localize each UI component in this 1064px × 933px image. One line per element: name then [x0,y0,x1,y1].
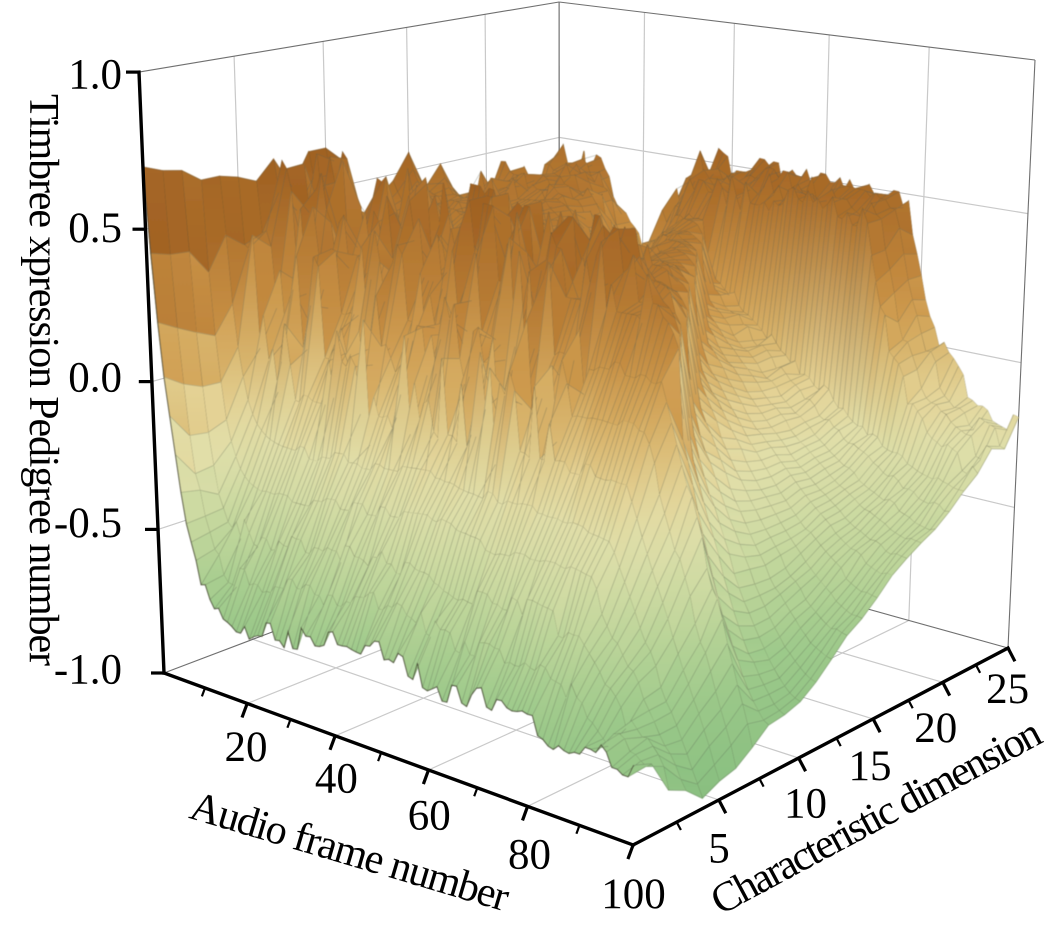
svg-text:-1.0: -1.0 [54,647,122,694]
svg-text:0.5: 0.5 [68,205,122,252]
svg-text:20: 20 [914,705,957,752]
svg-text:-0.5: -0.5 [54,500,122,547]
svg-text:40: 40 [315,756,358,803]
svg-text:20: 20 [225,724,268,771]
svg-text:Timbree xpression Pedigree num: Timbree xpression Pedigree number [20,94,66,666]
svg-text:5: 5 [708,826,730,873]
svg-text:15: 15 [849,743,892,790]
svg-text:60: 60 [408,792,451,839]
svg-text:80: 80 [508,832,551,879]
svg-text:Audio frame number: Audio frame number [185,783,514,921]
svg-text:1.0: 1.0 [68,52,122,99]
svg-text:100: 100 [601,871,666,918]
svg-text:0.0: 0.0 [68,355,122,402]
svg-text:10: 10 [784,781,827,828]
svg-text:25: 25 [986,666,1029,713]
